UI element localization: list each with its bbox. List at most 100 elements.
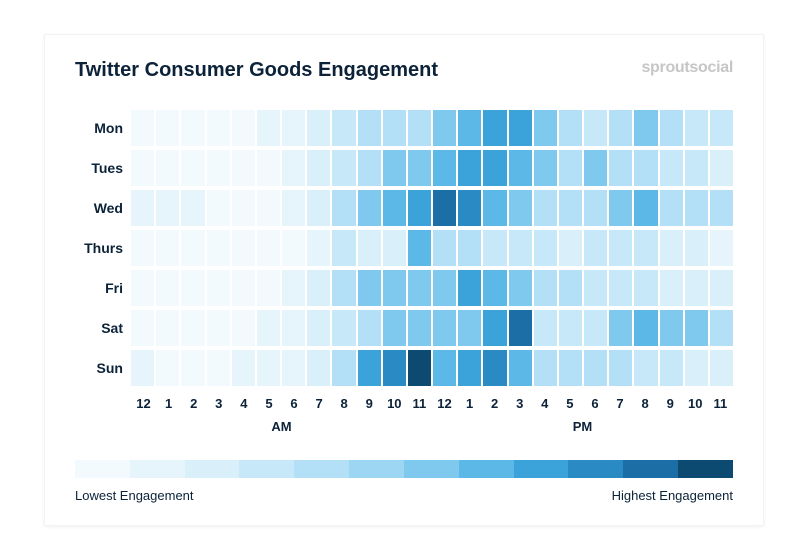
heatmap-cell (609, 150, 632, 186)
legend-low-label: Lowest Engagement (75, 488, 194, 503)
heatmap-cell (458, 310, 481, 346)
heatmap-cell (408, 310, 431, 346)
heatmap-cell (282, 150, 305, 186)
heatmap-cell (207, 150, 230, 186)
heatmap-cell (156, 190, 179, 226)
heatmap-cell (383, 110, 406, 146)
heatmap-cell (433, 150, 456, 186)
heatmap-cell (534, 150, 557, 186)
heatmap-cell (584, 270, 607, 306)
heatmap-row (131, 150, 733, 186)
heatmap-cell (131, 310, 154, 346)
hour-label: 6 (582, 396, 607, 411)
heatmap-cell (232, 150, 255, 186)
heatmap-cell (181, 190, 204, 226)
heatmap-cell (232, 310, 255, 346)
heatmap-cell (483, 110, 506, 146)
legend-swatch (294, 460, 349, 478)
heatmap-cell (509, 350, 532, 386)
hour-axis: 121234567891011121234567891011 (131, 396, 733, 411)
heatmap-cell (383, 350, 406, 386)
heatmap-cell (509, 190, 532, 226)
heatmap-cell (458, 230, 481, 266)
day-axis: MonTuesWedThursFriSatSun (75, 110, 123, 390)
heatmap-cell (458, 110, 481, 146)
heatmap-cell (483, 190, 506, 226)
heatmap-cell (685, 230, 708, 266)
heatmap-cell (584, 110, 607, 146)
heatmap-cell (483, 350, 506, 386)
heatmap-cell (609, 270, 632, 306)
heatmap-cell (307, 350, 330, 386)
heatmap-cell (685, 190, 708, 226)
heatmap-cell (383, 230, 406, 266)
heatmap-cell (257, 230, 280, 266)
heatmap-cell (358, 270, 381, 306)
heatmap-cell (358, 310, 381, 346)
heatmap-cell (609, 110, 632, 146)
heatmap-cell (358, 110, 381, 146)
legend-swatch (459, 460, 514, 478)
heatmap-cell (282, 190, 305, 226)
heatmap-cell (584, 150, 607, 186)
heatmap-cell (181, 110, 204, 146)
day-label: Thurs (75, 230, 123, 266)
hour-label: 4 (231, 396, 256, 411)
heatmap-cell (660, 150, 683, 186)
heatmap-cell (609, 350, 632, 386)
hour-label: 2 (181, 396, 206, 411)
hour-label: 1 (457, 396, 482, 411)
heatmap-cell (332, 230, 355, 266)
heatmap-cell (710, 190, 733, 226)
ampm-row: AM PM (131, 419, 733, 434)
heatmap-cell (660, 110, 683, 146)
day-label: Tues (75, 150, 123, 186)
heatmap-cell (634, 310, 657, 346)
hour-label: 11 (407, 396, 432, 411)
heatmap-cell (509, 270, 532, 306)
day-label: Wed (75, 190, 123, 226)
heatmap-cell (509, 310, 532, 346)
heatmap-cell (685, 110, 708, 146)
heatmap-cell (710, 350, 733, 386)
hour-label: 10 (683, 396, 708, 411)
heatmap-cell (534, 310, 557, 346)
heatmap-cell (131, 190, 154, 226)
legend-scale (75, 460, 733, 478)
legend-swatch (349, 460, 404, 478)
heatmap-cell (483, 270, 506, 306)
heatmap-cell (257, 350, 280, 386)
heatmap-cell (257, 150, 280, 186)
heatmap-cell (232, 350, 255, 386)
legend-text-row: Lowest Engagement Highest Engagement (75, 488, 733, 503)
heatmap-cell (282, 230, 305, 266)
heatmap-row (131, 270, 733, 306)
heatmap-cell (483, 150, 506, 186)
heatmap-cell (156, 310, 179, 346)
day-label: Fri (75, 270, 123, 306)
heatmap-cell (433, 350, 456, 386)
heatmap-cell (609, 230, 632, 266)
heatmap-cell (131, 350, 154, 386)
heatmap-cell (307, 230, 330, 266)
heatmap-cell (710, 310, 733, 346)
heatmap-row (131, 230, 733, 266)
heatmap-cell (408, 190, 431, 226)
heatmap-cell (332, 190, 355, 226)
heatmap-row (131, 110, 733, 146)
legend-swatch (185, 460, 240, 478)
legend-swatch (678, 460, 733, 478)
heatmap-cell (408, 230, 431, 266)
hour-label: 5 (256, 396, 281, 411)
heatmap-cell (534, 350, 557, 386)
heatmap-cell (634, 350, 657, 386)
heatmap-cell (207, 350, 230, 386)
hour-label: 9 (658, 396, 683, 411)
heatmap-cell (660, 230, 683, 266)
heatmap-cell (383, 190, 406, 226)
heatmap-cell (307, 150, 330, 186)
heatmap-cell (131, 230, 154, 266)
heatmap-cell (634, 110, 657, 146)
heatmap-cell (634, 230, 657, 266)
heatmap-cell (332, 310, 355, 346)
